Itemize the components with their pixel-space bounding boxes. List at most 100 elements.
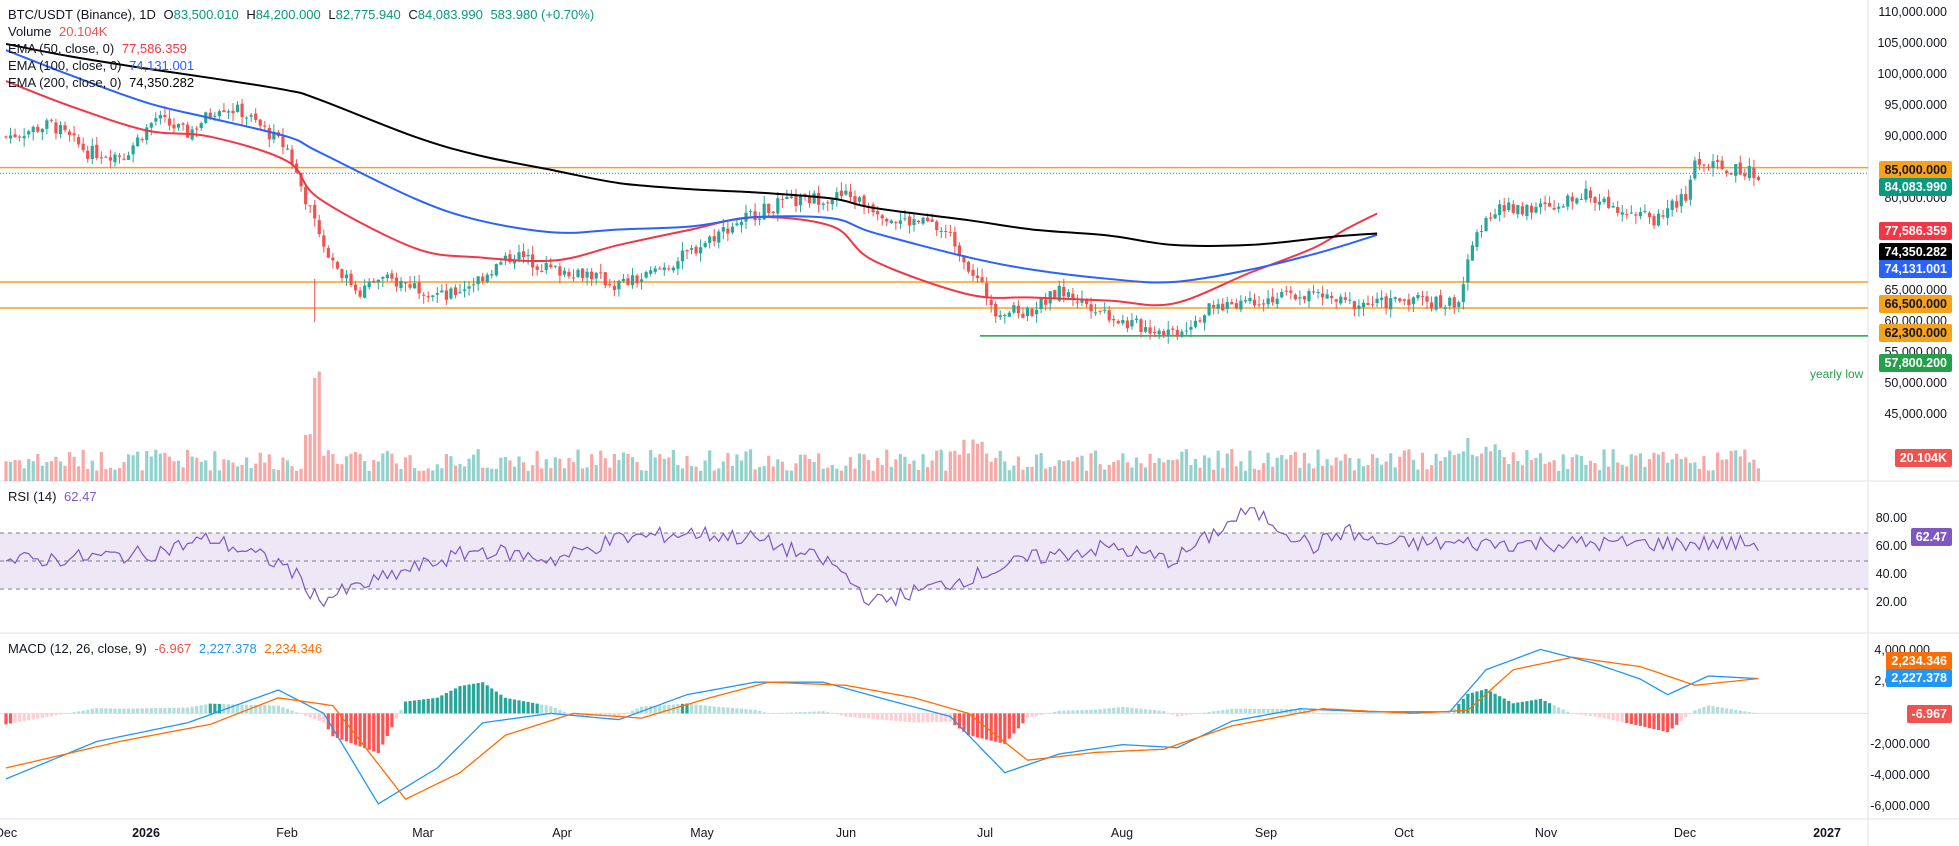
volume-bar [1012, 465, 1016, 481]
volume-bar [276, 469, 280, 481]
candle-body [1743, 173, 1747, 177]
candle-body [1230, 302, 1234, 305]
volume-bar [86, 469, 90, 481]
volume-bar [308, 434, 312, 481]
macd-histogram-bar [240, 704, 244, 714]
volume-bar [494, 468, 498, 481]
volume-bar [1411, 459, 1415, 481]
volume-bar [1357, 458, 1361, 481]
candle-body [1398, 298, 1402, 302]
candle-body [431, 295, 435, 298]
macd-legend[interactable]: MACD (12, 26, close, 9) -6.967 2,227.378… [8, 641, 326, 657]
candle-body [167, 118, 172, 126]
candle-body [1212, 304, 1216, 308]
candle-body [767, 203, 771, 213]
ema200-label: EMA (200, close, 0) [8, 75, 122, 90]
rsi-pane[interactable] [0, 507, 1868, 608]
candle-body [1298, 297, 1302, 299]
ema100-legend[interactable]: EMA (100, close, 0) 74,131.001 [8, 58, 198, 74]
candle-body [304, 187, 308, 205]
rsi-legend[interactable]: RSI (14) 62.47 [8, 489, 101, 505]
low-label: L [328, 7, 336, 22]
volume-bar [1234, 466, 1238, 481]
candle-body [58, 125, 63, 135]
macd-histogram-bar [1593, 713, 1597, 717]
macd-histogram-bar [549, 706, 553, 714]
candle-body [1461, 284, 1465, 303]
candle-body [1697, 158, 1702, 165]
rsi-band [0, 533, 1868, 589]
candle-body [1715, 160, 1720, 163]
volume-bar [953, 450, 957, 481]
volume-bar [658, 454, 662, 481]
candle-body [485, 274, 489, 283]
macd-histogram-bar [612, 713, 616, 717]
candle-body [1034, 309, 1039, 315]
volume-bar [867, 459, 871, 481]
candle-body [299, 172, 303, 187]
candlesticks[interactable] [4, 98, 1761, 344]
macd-histogram-bar [848, 713, 853, 717]
macd-histogram-bar [680, 703, 685, 714]
ema200-legend[interactable]: EMA (200, close, 0) 74,350.282 [8, 75, 198, 91]
volume-bar [1175, 459, 1179, 481]
macd-histogram-bar [367, 713, 371, 750]
volume-bar [458, 464, 462, 481]
macd-histogram-bar [45, 713, 49, 718]
volume-bar [744, 451, 748, 481]
candle-body [1039, 298, 1043, 310]
symbol-label[interactable]: BTC/USDT (Binance), 1D [8, 7, 156, 22]
candle-body [1629, 212, 1633, 214]
volume-bar [1153, 462, 1157, 481]
macd-line-value: 2,227.378 [198, 641, 257, 656]
candle-body [653, 268, 657, 272]
symbol-legend[interactable]: BTC/USDT (Binance), 1D O83,500.010 H84,2… [8, 7, 598, 23]
level-62300-pill: 62,300.000 [1879, 324, 1952, 342]
candle-body [1652, 216, 1656, 226]
candle-body [1266, 298, 1270, 305]
volume-bar [258, 452, 262, 481]
candle-body [408, 284, 412, 288]
ema50-legend[interactable]: EMA (50, close, 0) 77,586.359 [8, 41, 191, 57]
volume-bar [1184, 449, 1188, 481]
volume-bar [1343, 454, 1347, 481]
candle-body [1579, 198, 1583, 200]
volume-bar [1248, 450, 1252, 481]
candle-body [1452, 297, 1456, 308]
macd-histogram-bar [145, 708, 149, 714]
volume-bar [1007, 470, 1011, 481]
candle-body [998, 315, 1002, 318]
candle-body [249, 115, 253, 117]
volume-bar [172, 461, 176, 481]
volume-bar [1720, 459, 1724, 481]
macd-histogram-bar [1439, 713, 1443, 714]
volume-bar [1307, 463, 1311, 481]
volume-bar [549, 468, 553, 481]
macd-histogram-bar [1261, 708, 1266, 714]
candle-body [1620, 212, 1624, 215]
macd-histogram-bar [494, 691, 498, 714]
volume-legend[interactable]: Volume 20.104K [8, 24, 111, 40]
macd-histogram-bar [739, 708, 744, 714]
volume-bar [1570, 457, 1574, 481]
macd-histogram-bar [658, 705, 662, 714]
volume-bar [108, 467, 113, 481]
candle-body [394, 277, 399, 287]
macd-pane[interactable] [0, 648, 1868, 805]
volume-bar [444, 454, 448, 481]
candle-body [344, 274, 349, 279]
candle-body [1661, 215, 1665, 217]
volume-bar [1643, 466, 1647, 481]
macd-histogram-bar [1579, 713, 1583, 715]
candle-body [1443, 307, 1447, 309]
candle-body [540, 270, 544, 272]
volume-bar [1370, 454, 1375, 481]
macd-histogram-bar [876, 713, 880, 720]
macd-histogram-bar [235, 704, 240, 714]
volume-bar [335, 463, 340, 481]
high-label: H [246, 7, 256, 22]
volume-bar [1661, 451, 1665, 481]
candle-body [789, 196, 794, 198]
macd-histogram-bar [36, 713, 40, 719]
